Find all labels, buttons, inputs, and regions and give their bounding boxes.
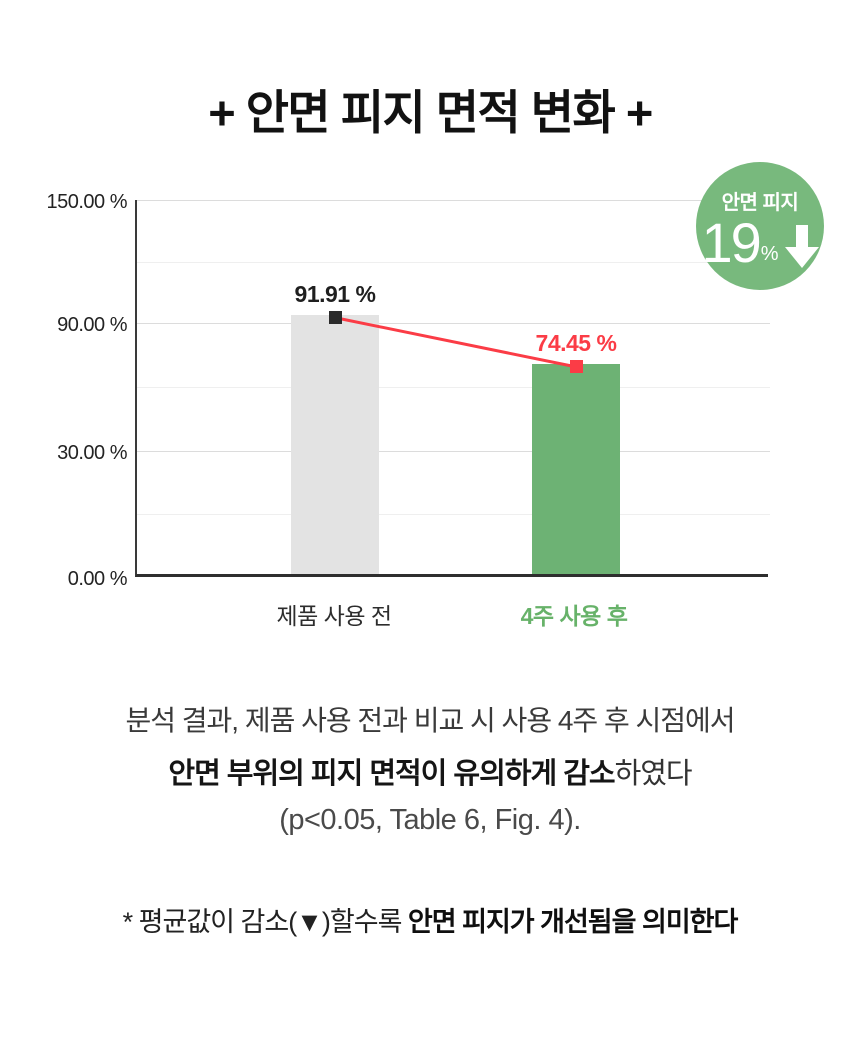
bar-value-label: 91.91 % <box>294 280 376 307</box>
y-axis-tick-90: 90.00 % <box>57 314 127 336</box>
page-title: + 안면 피지 면적 변화 + <box>208 86 653 139</box>
footnote: * 평균값이 감소(▼)할수록 안면 피지가 개선됨을 의미한다 <box>0 900 860 939</box>
analysis-text-suffix: 하였다 <box>614 758 693 790</box>
down-arrow-stem <box>795 224 808 248</box>
p-value-text: (p<0.05, Table 6, Fig. 4). <box>279 804 581 836</box>
badge-label: 안면 피지 <box>721 191 799 214</box>
down-arrow-icon <box>784 224 819 269</box>
connector-line <box>334 316 577 369</box>
bar <box>532 363 620 574</box>
analysis-text-line2: 안면 부위의 피지 면적이 유의하게 감소하였다 <box>0 750 860 792</box>
y-axis-tick-150: 150.00 % <box>46 191 127 213</box>
connector-line-layer <box>334 316 577 369</box>
gridline-minor-1 <box>137 262 770 263</box>
gridline-minor-2 <box>137 387 770 388</box>
sebum-change-chart: 150.00 % 90.00 % 30.00 % 0.00 % 91.91 % … <box>46 162 824 629</box>
gridline-150 <box>137 200 770 201</box>
gridline-90 <box>137 323 770 324</box>
bar <box>291 314 379 574</box>
reduction-badge: 안면 피지 19 % <box>696 162 824 290</box>
footnote-emphasis: 안면 피지가 개선됨을 의미한다 <box>407 907 738 937</box>
analysis-text-emphasis: 안면 부위의 피지 면적이 유의하게 감소 <box>168 758 615 790</box>
data-marker <box>569 360 583 374</box>
badge-value-row: 19 % <box>701 210 819 274</box>
analysis-text-line1: 분석 결과, 제품 사용 전과 비교 시 사용 4주 후 시점에서 <box>125 705 735 736</box>
data-marker <box>328 311 342 325</box>
gridline-minor-3 <box>137 514 770 515</box>
badge-unit: % <box>760 242 779 265</box>
badge-value: 19 <box>701 210 761 274</box>
y-axis-tick-30: 30.00 % <box>57 442 127 464</box>
y-axis-tick-0: 0.00 % <box>67 568 128 590</box>
x-axis-label: 제품 사용 전 <box>276 603 392 629</box>
x-axis-label: 4주 사용 후 <box>520 603 628 629</box>
gridline-30 <box>137 451 770 452</box>
bar-value-label: 74.45 % <box>535 329 617 356</box>
footnote-prefix: * 평균값이 감소(▼)할수록 <box>122 907 408 937</box>
down-arrow-head <box>784 246 819 268</box>
plot-area: 91.91 % 74.45 % <box>135 200 770 577</box>
